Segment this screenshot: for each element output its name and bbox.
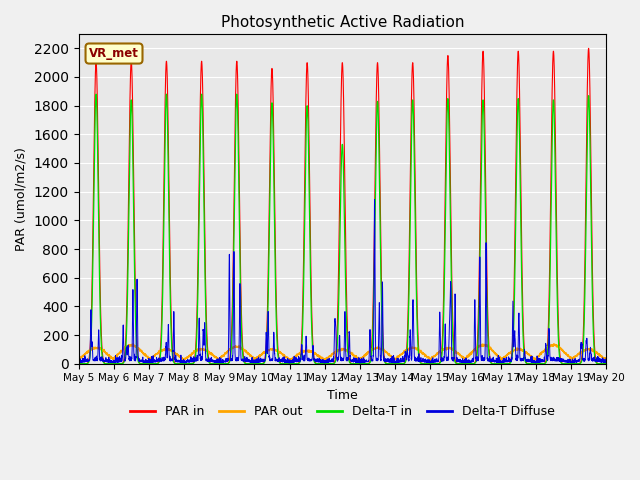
- Y-axis label: PAR (umol/m2/s): PAR (umol/m2/s): [15, 147, 28, 251]
- Title: Photosynthetic Active Radiation: Photosynthetic Active Radiation: [221, 15, 464, 30]
- Text: VR_met: VR_met: [89, 47, 139, 60]
- Legend: PAR in, PAR out, Delta-T in, Delta-T Diffuse: PAR in, PAR out, Delta-T in, Delta-T Dif…: [125, 400, 560, 423]
- X-axis label: Time: Time: [327, 389, 358, 402]
